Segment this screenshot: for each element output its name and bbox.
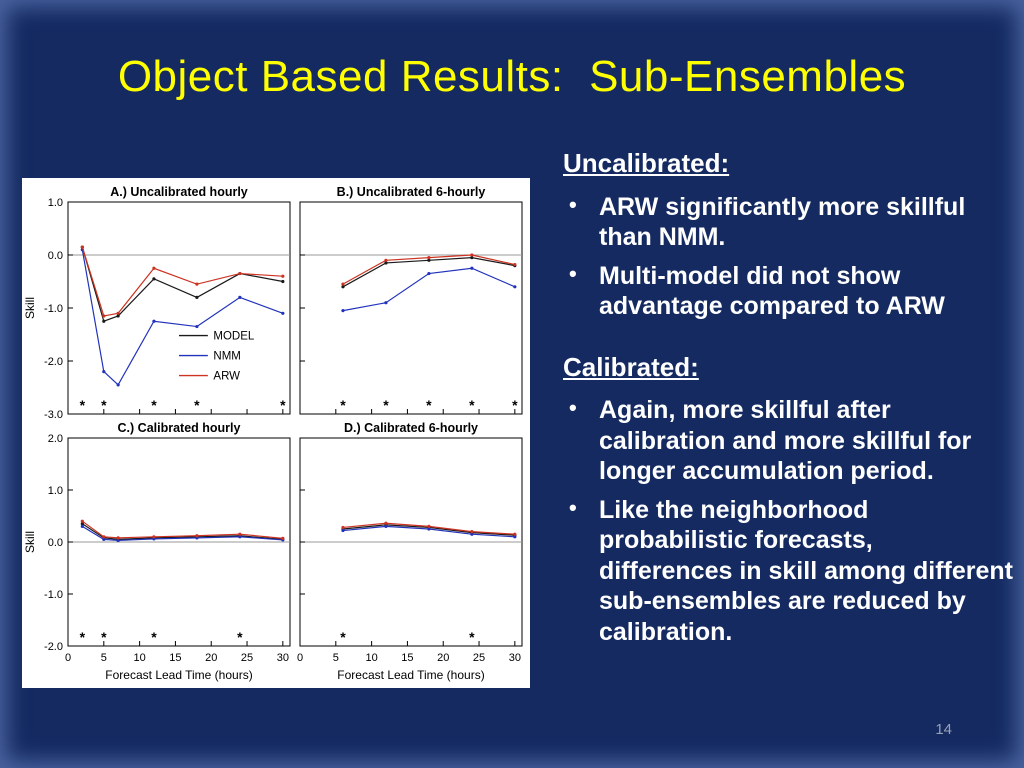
svg-text:10: 10: [365, 652, 377, 664]
svg-text:*: *: [101, 397, 107, 413]
svg-text:-3.0: -3.0: [44, 409, 63, 421]
calibrated-heading: Calibrated:: [563, 351, 699, 382]
svg-text:15: 15: [401, 652, 413, 664]
bullet-item: Again, more skillful after calibration a…: [563, 395, 1013, 487]
svg-text:20: 20: [205, 652, 217, 664]
calibrated-bullet-list: Again, more skillful after calibration a…: [563, 395, 1013, 647]
bullet-text: Again, more skillful after calibration a…: [599, 396, 972, 486]
page-number: 14: [935, 721, 952, 738]
svg-text:25: 25: [473, 652, 485, 664]
bullet-text: ARW significantly more skillful than NMM…: [599, 192, 966, 252]
svg-text:25: 25: [241, 652, 253, 664]
svg-text:B.) Uncalibrated 6-hourly: B.) Uncalibrated 6-hourly: [337, 185, 486, 199]
svg-text:*: *: [80, 397, 86, 413]
svg-text:0.0: 0.0: [48, 250, 63, 262]
svg-text:0: 0: [297, 652, 303, 664]
svg-text:-2.0: -2.0: [44, 356, 63, 368]
svg-text:20: 20: [437, 652, 449, 664]
svg-text:*: *: [383, 397, 389, 413]
svg-text:C.) Calibrated hourly: C.) Calibrated hourly: [118, 421, 241, 435]
svg-text:*: *: [194, 397, 200, 413]
svg-text:1.0: 1.0: [48, 197, 63, 209]
svg-text:30: 30: [277, 652, 289, 664]
bullet-item: Like the neighborhood probabilistic fore…: [563, 495, 1013, 648]
svg-text:*: *: [101, 629, 107, 645]
svg-text:*: *: [340, 629, 346, 645]
notes-panel: Uncalibrated: ARW significantly more ski…: [563, 148, 1013, 655]
svg-text:-1.0: -1.0: [44, 303, 63, 315]
svg-text:0.0: 0.0: [48, 537, 63, 549]
slide-title: Object Based Results: Sub-Ensembles: [117, 52, 907, 101]
bullet-item: ARW significantly more skillful than NMM…: [563, 192, 1013, 253]
svg-text:Skill: Skill: [23, 531, 37, 553]
svg-text:MODEL: MODEL: [213, 331, 255, 343]
svg-text:1.0: 1.0: [48, 485, 63, 497]
svg-text:*: *: [340, 397, 346, 413]
bullet-item: Multi-model did not show advantage compa…: [563, 261, 1013, 322]
svg-text:*: *: [469, 397, 475, 413]
svg-text:*: *: [469, 629, 475, 645]
svg-text:Forecast Lead Time (hours): Forecast Lead Time (hours): [337, 668, 484, 682]
results-figure: A.) Uncalibrated hourly 1.0 0.0 -1.0 -2.0 -3.…: [22, 178, 530, 688]
svg-text:*: *: [512, 397, 518, 413]
svg-text:15: 15: [169, 652, 181, 664]
svg-text:2.0: 2.0: [48, 433, 63, 445]
svg-text:*: *: [237, 629, 243, 645]
svg-text:-2.0: -2.0: [44, 641, 63, 653]
svg-text:*: *: [80, 629, 86, 645]
skill-chart-svg: A.) Uncalibrated hourly 1.0 0.0 -1.0 -2.0 -3.…: [23, 185, 523, 682]
svg-text:*: *: [151, 397, 157, 413]
uncalibrated-heading: Uncalibrated:: [563, 148, 730, 178]
svg-text:*: *: [280, 397, 286, 413]
svg-text:10: 10: [133, 652, 145, 664]
svg-text:-1.0: -1.0: [44, 589, 63, 601]
svg-text:*: *: [151, 629, 157, 645]
svg-text:A.) Uncalibrated hourly: A.) Uncalibrated hourly: [110, 185, 248, 199]
svg-text:ARW: ARW: [213, 371, 240, 383]
uncalibrated-bullet-list: ARW significantly more skillful than NMM…: [563, 192, 1013, 322]
svg-text:30: 30: [509, 652, 521, 664]
svg-text:0: 0: [65, 652, 71, 664]
svg-text:*: *: [426, 397, 432, 413]
svg-text:NMM: NMM: [213, 351, 240, 363]
bullet-text: Multi-model did not show advantage compa…: [599, 261, 945, 321]
svg-text:D.) Calibrated 6-hourly: D.) Calibrated 6-hourly: [344, 421, 478, 435]
svg-text:Skill: Skill: [23, 297, 37, 319]
section-gap: [563, 330, 1013, 352]
bullet-text: Like the neighborhood probabilistic fore…: [599, 495, 1013, 646]
svg-text:Forecast Lead Time (hours): Forecast Lead Time (hours): [105, 668, 252, 682]
svg-text:5: 5: [101, 652, 107, 664]
svg-text:5: 5: [333, 652, 339, 664]
